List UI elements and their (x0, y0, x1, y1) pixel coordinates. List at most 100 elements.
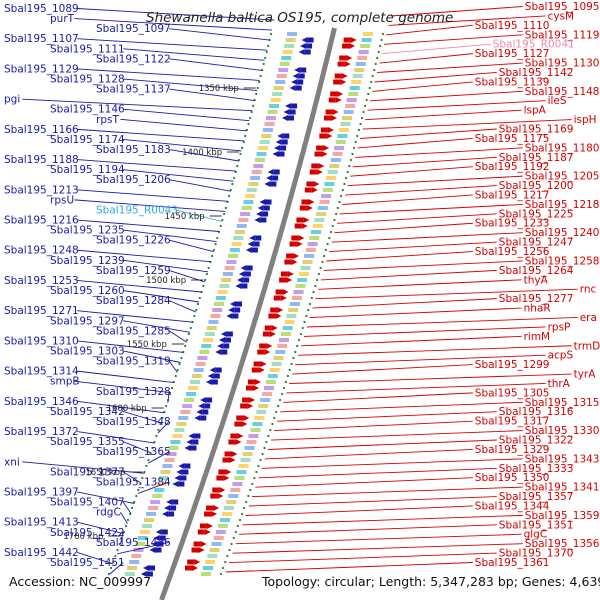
left-gene-label[interactable]: Sbal195_1248 (4, 245, 79, 257)
right-gene-label[interactable]: Sbal195_1256 (475, 246, 550, 258)
right-gene-label[interactable]: Sbal195_1341 (525, 482, 600, 494)
right-gene-label[interactable]: Sbal195_1343 (525, 453, 600, 465)
right-gene-label[interactable]: Sbal195_1305 (475, 387, 550, 399)
left-gene-label[interactable]: Sbal195_1107 (4, 33, 79, 45)
right-gene-label[interactable]: Sbal195_1240 (525, 227, 600, 239)
left-gene-label[interactable]: Sbal195_1271 (4, 305, 79, 317)
right-gene-label[interactable]: Sbal195_1169 (499, 124, 574, 136)
right-gene-label[interactable]: Sbal195_1322 (499, 434, 574, 446)
left-gene-label[interactable]: Sbal195_1355 (50, 436, 125, 448)
right-gene-label[interactable]: Sbal195_1180 (525, 142, 600, 154)
left-gene-label[interactable]: Sbal195_1407 (50, 497, 125, 509)
left-gene-label[interactable]: Sbal195_1166 (4, 124, 79, 136)
left-gene-label[interactable]: Sbal195_1206 (96, 174, 171, 186)
right-gene-label[interactable]: Sbal195_1344 (475, 500, 550, 512)
left-gene-label[interactable]: Sbal195_1284 (96, 295, 171, 307)
left-gene-label[interactable]: Sbal195_1194 (50, 164, 125, 176)
right-gene-label[interactable]: Sbal195_1119 (525, 29, 600, 41)
right-gene-label[interactable]: Sbal195_1264 (499, 265, 574, 277)
right-gene-label[interactable]: Sbal195_1351 (499, 519, 574, 531)
left-gene-label[interactable]: Sbal195_1285 (96, 325, 171, 337)
right-gene-label[interactable]: Sbal195_1225 (499, 208, 574, 220)
right-gene-label[interactable]: rpsP (548, 321, 571, 333)
right-gene-label[interactable]: Sbal195_1356 (525, 538, 600, 550)
right-gene-label[interactable]: Sbal195_1329 (475, 444, 550, 456)
right-gene-label[interactable]: trmD (574, 340, 600, 352)
right-gene-label[interactable]: rimM (524, 331, 551, 343)
left-gene-label[interactable]: Sbal195_1259 (96, 265, 171, 277)
right-gene-label[interactable]: Sbal195_1187 (499, 152, 574, 164)
left-gene-label[interactable]: purT (50, 13, 75, 25)
right-gene-label[interactable]: Sbal195_1315 (525, 397, 600, 409)
left-gene-label[interactable]: Sbal195_1213 (4, 184, 79, 196)
right-gene-label[interactable]: Sbal195_1350 (475, 472, 550, 484)
left-gene-label[interactable]: Sbal195_1436 (96, 537, 171, 549)
right-gene-label[interactable]: Sbal195_1299 (475, 359, 550, 371)
left-gene-label[interactable]: Sbal195_1216 (4, 215, 79, 227)
left-gene-label[interactable]: Sbal195_1314 (4, 366, 79, 378)
left-gene-label[interactable]: rdgC (96, 507, 121, 519)
left-gene-label[interactable]: Sbal195_1111 (50, 43, 125, 55)
left-gene-label[interactable]: Sbal195_1239 (50, 255, 125, 267)
right-gene-label[interactable]: Sbal195_1359 (525, 510, 600, 522)
left-gene-label[interactable]: Sbal195_1346 (4, 396, 79, 408)
right-gene-label[interactable]: Sbal195_1095 (525, 1, 600, 13)
left-gene-label[interactable]: Sbal195_1442 (4, 547, 79, 559)
right-gene-label[interactable]: Sbal195_1127 (475, 48, 550, 60)
right-gene-label[interactable]: Sbal195_1192 (475, 161, 550, 173)
left-gene-label[interactable]: Sbal195_1372 (4, 426, 79, 438)
right-gene-label[interactable]: Sbal195_1218 (525, 199, 600, 211)
left-gene-label[interactable]: Sbal195_1342 (50, 406, 125, 418)
right-gene-label[interactable]: Sbal195_1130 (525, 58, 600, 70)
left-gene-label[interactable]: Sbal195_1397 (4, 486, 79, 498)
right-gene-label[interactable]: Sbal195_1217 (475, 189, 550, 201)
left-gene-label[interactable]: Sbal195_1235 (50, 225, 125, 237)
right-gene-label[interactable]: cysM (548, 10, 575, 22)
left-gene-label[interactable]: xni (4, 456, 20, 468)
right-gene-label[interactable]: rnc (580, 284, 597, 296)
right-gene-label[interactable]: Sbal195_1247 (499, 237, 574, 249)
right-gene-label[interactable]: Sbal195_1110 (475, 20, 550, 32)
left-gene-label[interactable]: Sbal195_R0043 (96, 204, 178, 216)
left-gene-label[interactable]: Sbal195_1260 (50, 285, 125, 297)
left-gene-label[interactable]: Sbal195_1377 (50, 466, 125, 478)
right-gene-label[interactable]: glgC (524, 529, 548, 541)
left-gene-label[interactable]: rpsU (50, 194, 74, 206)
left-gene-label[interactable]: Sbal195_1413 (4, 517, 79, 529)
right-gene-label[interactable]: lspA (524, 105, 547, 117)
left-gene-label[interactable]: Sbal195_1188 (4, 154, 79, 166)
left-gene-label[interactable]: Sbal195_1226 (96, 235, 171, 247)
right-gene-label[interactable]: nhaR (524, 303, 551, 315)
left-gene-label[interactable]: Sbal195_1348 (96, 416, 171, 428)
right-gene-label[interactable]: Sbal195_1175 (475, 133, 550, 145)
right-gene-label[interactable]: Sbal195_1370 (499, 548, 574, 560)
right-gene-label[interactable]: Sbal195_1330 (525, 425, 600, 437)
right-gene-label[interactable]: ileS (548, 95, 567, 107)
left-gene-label[interactable]: Sbal195_1422 (50, 527, 125, 539)
right-gene-label[interactable]: Sbal195_1200 (499, 180, 574, 192)
left-gene-label[interactable]: Sbal195_1303 (50, 345, 125, 357)
right-gene-label[interactable]: Sbal195_1357 (499, 491, 574, 503)
right-gene-label[interactable]: Sbal195_1233 (475, 218, 550, 230)
left-gene-label[interactable]: rpsT (96, 114, 119, 126)
right-gene-label[interactable]: Sbal195_R0041 (493, 39, 575, 51)
left-gene-label[interactable]: Sbal195_1097 (96, 23, 171, 35)
left-gene-label[interactable]: Sbal195_1384 (96, 476, 171, 488)
right-gene-label[interactable]: Sbal195_1205 (525, 171, 600, 183)
right-gene-label[interactable]: era (580, 312, 597, 324)
left-gene-label[interactable]: Sbal195_1137 (96, 84, 171, 96)
left-gene-label[interactable]: Sbal195_1253 (4, 275, 79, 287)
right-gene-label[interactable]: ispH (574, 114, 597, 126)
left-gene-label[interactable]: Sbal195_1365 (96, 446, 171, 458)
left-gene-label[interactable]: Sbal195_1122 (96, 53, 171, 65)
right-gene-label[interactable]: Sbal195_1148 (525, 86, 600, 98)
left-gene-label[interactable]: Sbal195_1319 (96, 356, 171, 368)
right-gene-label[interactable]: thrA (548, 378, 571, 390)
left-gene-label[interactable]: Sbal195_1183 (96, 144, 171, 156)
right-gene-label[interactable]: tyrA (574, 369, 597, 381)
left-gene-label[interactable]: Sbal195_1128 (50, 74, 125, 86)
right-gene-label[interactable]: Sbal195_1142 (499, 67, 574, 79)
right-gene-label[interactable]: Sbal195_1316 (499, 406, 574, 418)
left-gene-label[interactable]: Sbal195_1146 (50, 104, 125, 116)
left-gene-label[interactable]: Sbal195_1310 (4, 335, 79, 347)
